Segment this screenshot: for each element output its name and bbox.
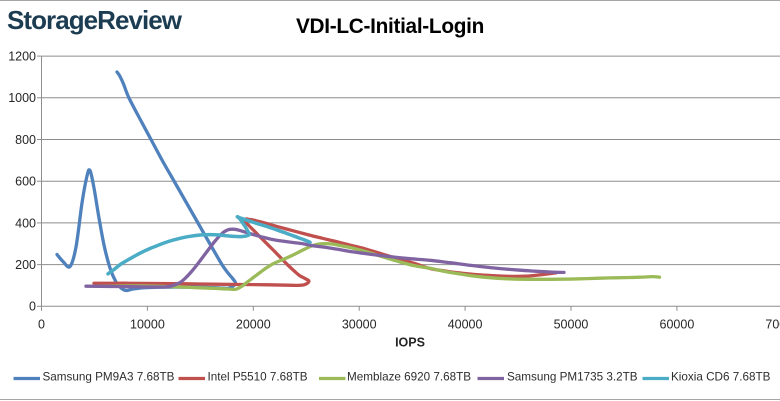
svg-text:20000: 20000 — [236, 318, 271, 332]
svg-text:800: 800 — [15, 133, 36, 147]
svg-text:1200: 1200 — [8, 50, 36, 64]
svg-text:VDI-LC-Initial-Login: VDI-LC-Initial-Login — [296, 15, 484, 38]
svg-text:StorageReview: StorageReview — [7, 5, 183, 35]
svg-text:Intel P5510 7.68TB: Intel P5510 7.68TB — [208, 371, 308, 384]
svg-text:Kioxia CD6 7.68TB: Kioxia CD6 7.68TB — [671, 371, 771, 384]
svg-text:0: 0 — [29, 300, 36, 314]
svg-text:1000: 1000 — [8, 91, 36, 105]
svg-text:10000: 10000 — [130, 318, 165, 332]
svg-text:40000: 40000 — [448, 318, 483, 332]
svg-text:60000: 60000 — [660, 318, 695, 332]
svg-text:Samsung PM9A3 7.68TB: Samsung PM9A3 7.68TB — [43, 371, 175, 384]
svg-text:200: 200 — [15, 258, 36, 272]
svg-text:70000: 70000 — [765, 318, 780, 332]
svg-text:Memblaze 6920 7.68TB: Memblaze 6920 7.68TB — [347, 371, 471, 384]
svg-text:600: 600 — [15, 175, 36, 189]
svg-text:Samsung PM1735 3.2TB: Samsung PM1735 3.2TB — [507, 371, 638, 384]
svg-text:0: 0 — [38, 318, 45, 332]
svg-text:30000: 30000 — [342, 318, 377, 332]
svg-text:400: 400 — [15, 216, 36, 230]
svg-text:IOPS: IOPS — [395, 336, 425, 350]
svg-text:50000: 50000 — [554, 318, 589, 332]
